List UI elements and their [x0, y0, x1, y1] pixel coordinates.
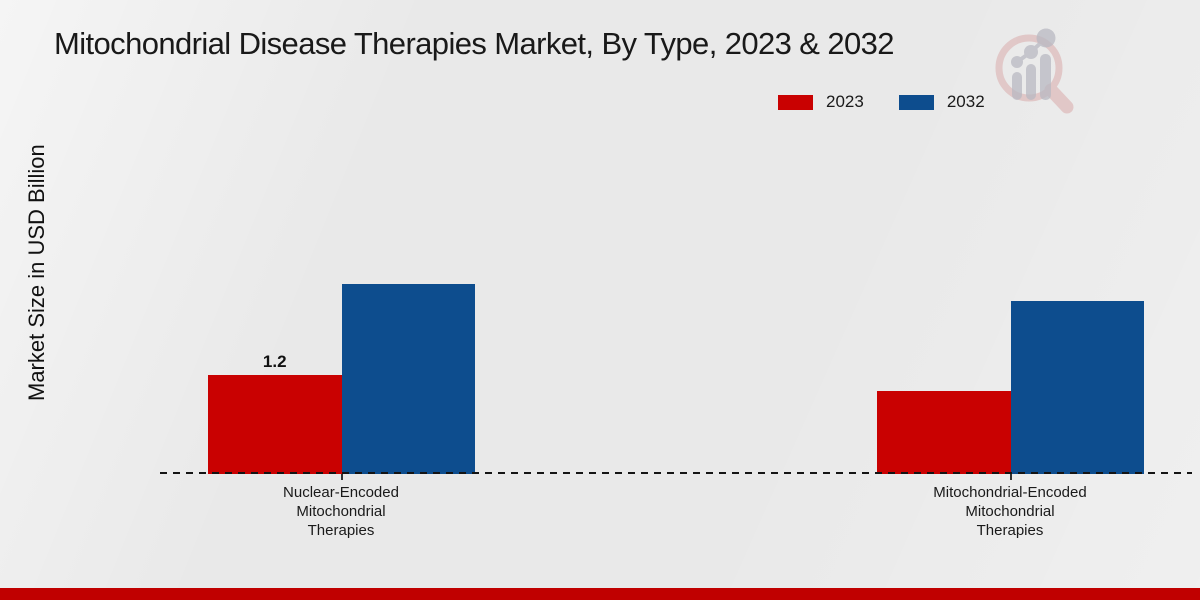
category-label-nuclear-encoded: Nuclear-Encoded Mitochondrial Therapies: [283, 484, 399, 539]
legend-item-2032: 2032: [898, 92, 985, 112]
bar-2032-group2: [1010, 301, 1144, 474]
footer-accent-band: [0, 588, 1200, 600]
legend-label-2023: 2023: [826, 92, 864, 111]
y-axis-label: Market Size in USD Billion: [24, 144, 49, 402]
legend: 2023 2032: [778, 92, 985, 112]
x-axis-baseline: [160, 472, 1192, 474]
chart-title: Mitochondrial Disease Therapies Market, …: [54, 26, 895, 61]
bar-2023-group1: [208, 375, 342, 474]
bar-2032-group1: [341, 284, 475, 474]
legend-swatch-2023: [778, 94, 813, 110]
bar-value-label-2023-group1: 1.2: [262, 352, 287, 371]
legend-swatch-2032: [898, 94, 934, 110]
x-axis-tick-group1: [340, 474, 343, 480]
bar-2023-group2: [877, 391, 1011, 474]
legend-item-2023: 2023: [778, 92, 864, 112]
magnifier-growth-chart-logo-icon: [995, 28, 1074, 114]
x-axis-tick-group2: [1009, 474, 1012, 480]
legend-label-2032: 2032: [946, 92, 985, 111]
category-label-mitochondrial-encoded: Mitochondrial-Encoded Mitochondrial Ther…: [933, 484, 1087, 539]
